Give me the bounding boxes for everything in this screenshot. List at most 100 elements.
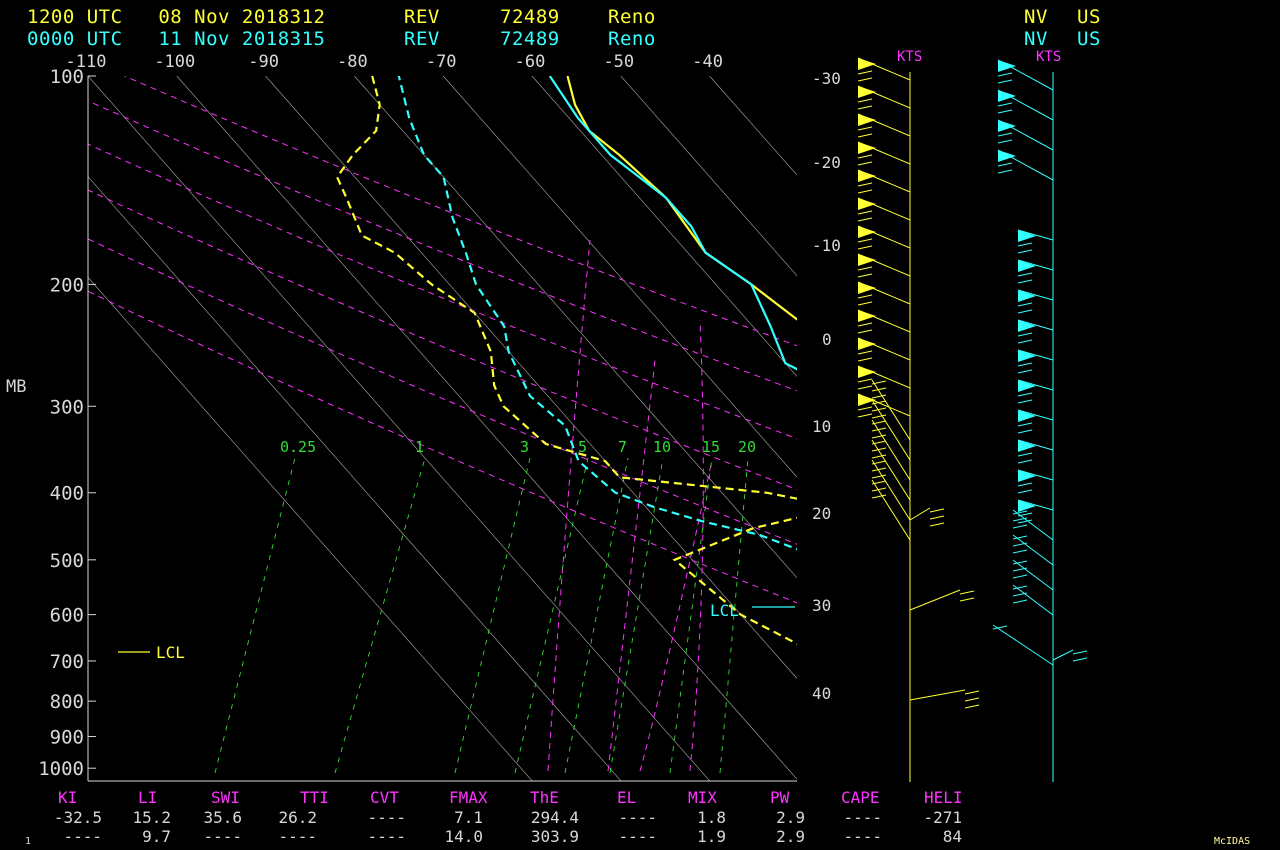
mixing-ratio-label: 20	[738, 438, 756, 456]
temp-tick-label: -40	[692, 52, 723, 72]
obs1-wind-feather	[871, 394, 887, 399]
temp-tick-label: -100	[154, 52, 195, 72]
obs2-wind-pennant	[1018, 500, 1036, 512]
skewed-temp-label: -30	[812, 69, 841, 88]
index-value: 2.9	[776, 808, 805, 827]
skewed-temp-label: 30	[812, 596, 831, 615]
obs1-wind-feather	[857, 126, 873, 131]
obs2-wind-feather	[1017, 249, 1033, 254]
mixing-ratio-line	[334, 457, 426, 774]
obs1-wind-feather	[857, 217, 873, 222]
obs2-wind-barb	[1017, 469, 1054, 481]
obs1-wind-feather	[871, 474, 887, 479]
moist-adiabat	[547, 239, 591, 772]
obs2-wind-feather	[1017, 482, 1033, 487]
obs2-wind-pennant	[1018, 320, 1036, 332]
isotherm-line	[1154, 76, 1280, 783]
index-value: 303.9	[530, 827, 579, 846]
index-value: ----	[367, 808, 406, 827]
obs2-wind-feather	[1012, 542, 1028, 547]
obs2-wind-feather	[1012, 510, 1028, 515]
pressure-tick-label: 700	[50, 651, 84, 673]
skewed-temp-label: 20	[812, 504, 831, 523]
obs2-wind-feather	[997, 102, 1013, 107]
obs2-wind-barb	[1017, 409, 1054, 421]
mixing-ratio-label: 7	[618, 438, 627, 456]
obs1-wind-feather	[857, 413, 873, 418]
obs2-wind-feather	[997, 109, 1013, 114]
obs1-wind-feather	[959, 597, 975, 602]
dry-adiabat	[88, 238, 797, 545]
mixing-ratio-label: 1	[415, 438, 424, 456]
obs1-wind-feather	[871, 447, 887, 452]
obs1-wind-feather	[871, 487, 887, 492]
index-label: HELI	[924, 788, 963, 807]
mixing-ratio-line	[214, 457, 296, 774]
obs1-wind-pennant	[858, 58, 876, 70]
obs1-wind-pennant	[858, 170, 876, 182]
obs2-wind-barb	[1017, 349, 1054, 361]
temp-tick-label: -50	[603, 52, 634, 72]
obs1-wind-feather	[857, 161, 873, 166]
obs2-wind-feather	[1017, 279, 1033, 284]
temp-tick-label: -110	[66, 52, 107, 72]
index-value: ----	[618, 827, 657, 846]
index-value: ----	[843, 827, 882, 846]
obs1-wind-feather	[929, 508, 945, 513]
index-value: 14.0	[444, 827, 483, 846]
mixing-ratio-line	[564, 457, 629, 774]
obs1-wind-feather	[871, 387, 887, 392]
obs2-wind-feather	[1012, 560, 1028, 565]
obs2-wind-feather	[1017, 242, 1033, 247]
obs2-wind-feather	[1017, 362, 1033, 367]
obs1-wind-feather	[857, 238, 873, 243]
obs2-wind-barb	[1017, 289, 1054, 301]
header-1-state: NV	[1024, 6, 1048, 28]
obs2-wind-pennant	[1018, 410, 1036, 422]
skewed-temp-label: -20	[812, 153, 841, 172]
lcl-label-2: LCL	[710, 601, 739, 620]
obs1-wind-feather	[857, 378, 873, 383]
mixing-ratio-label: 3	[520, 438, 529, 456]
dewpoint-profile	[335, 76, 797, 645]
index-label: FMAX	[449, 788, 488, 807]
index-value: ----	[63, 827, 102, 846]
obs2-wind-feather	[997, 139, 1013, 144]
temp-tick-label: -90	[248, 52, 279, 72]
obs2-wind-barb	[1017, 379, 1054, 391]
isotherm-line	[620, 76, 797, 277]
obs1-wind-feather	[857, 133, 873, 138]
mcidas-label: McIDAS	[1214, 836, 1251, 847]
obs2-wind-feather	[1012, 567, 1028, 572]
obs1-wind-feather	[857, 357, 873, 362]
isotherm-line	[176, 76, 797, 780]
header-1-kind: REV	[404, 6, 440, 28]
obs2-wind-feather	[997, 132, 1013, 137]
temp-tick-label: -60	[515, 52, 546, 72]
isotherm-line	[88, 176, 622, 781]
obs1-wind-feather	[857, 210, 873, 215]
header-2-station: 72489	[500, 28, 560, 50]
temp-tick-label: -70	[426, 52, 457, 72]
index-value: 2.9	[776, 827, 805, 846]
header-row-1: 1200 UTC 08 Nov 2018312	[27, 6, 326, 28]
mixing-ratio-line	[669, 457, 713, 774]
isotherm-line	[531, 76, 797, 377]
obs1-wind-feather	[871, 380, 887, 385]
obs1-wind-feather	[959, 590, 975, 595]
obs1-wind-feather	[871, 480, 887, 485]
mixing-ratio-label: 5	[578, 438, 587, 456]
skewed-temp-label: 10	[812, 417, 831, 436]
header-row-2: 0000 UTC 11 Nov 2018315	[27, 28, 326, 50]
obs2-wind-pennant	[1018, 350, 1036, 362]
obs2-wind-feather	[1017, 399, 1033, 404]
obs1-wind-feather	[857, 105, 873, 110]
obs2-wind-feather	[1017, 339, 1033, 344]
obs1-wind-feather	[857, 322, 873, 327]
temp-tick-label: -80	[337, 52, 368, 72]
index-value: 294.4	[530, 808, 579, 827]
obs1-wind-barb	[871, 479, 911, 541]
index-value: ----	[618, 808, 657, 827]
temperature-profile	[566, 76, 797, 321]
